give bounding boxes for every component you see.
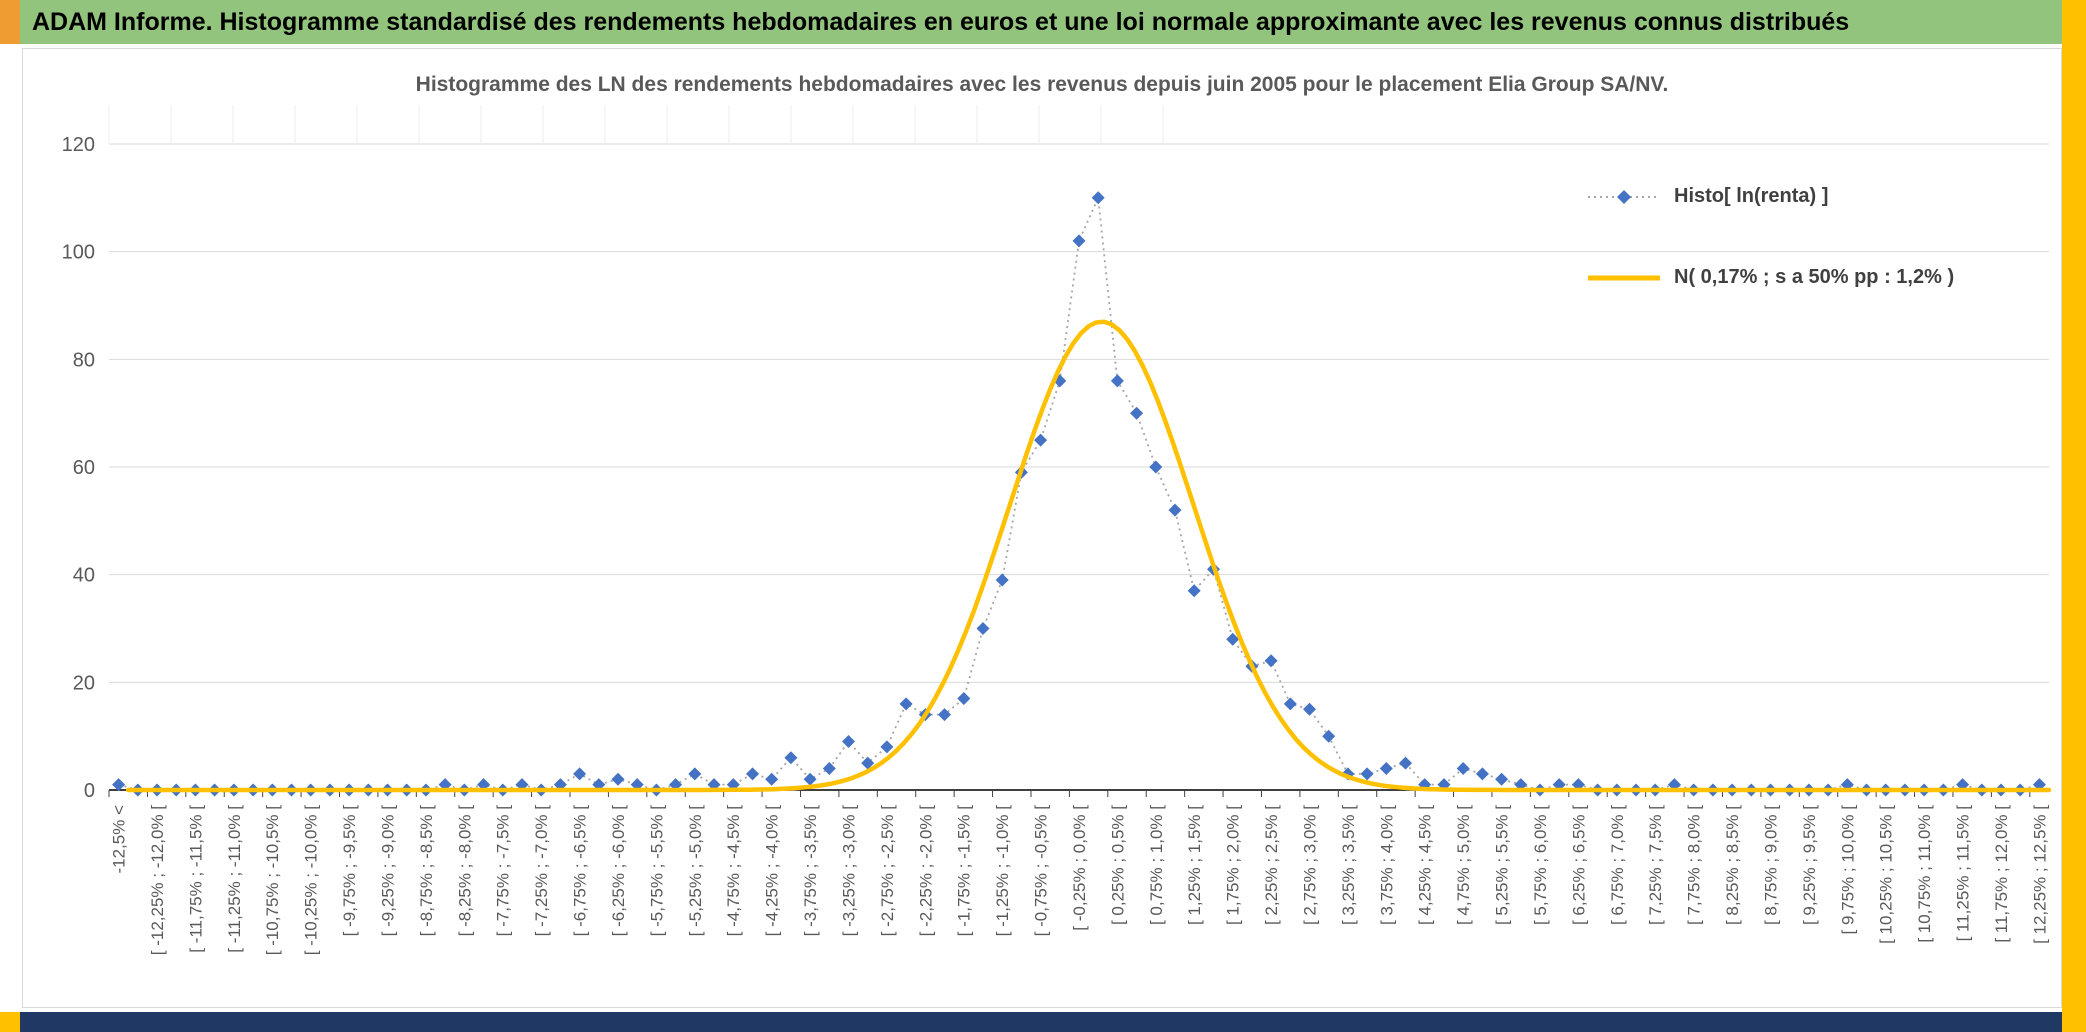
svg-text:[ -10,75% ; -10,5% [: [ -10,75% ; -10,5% [ (263, 805, 282, 956)
svg-text:[ -9,75% ; -9,5% [: [ -9,75% ; -9,5% [ (340, 805, 359, 937)
svg-text:[ -11,75% ; -11,5% [: [ -11,75% ; -11,5% [ (186, 805, 205, 953)
svg-text:[ 10,25% ; 10,5% [: [ 10,25% ; 10,5% [ (1877, 805, 1896, 944)
svg-text:[ 7,75% ; 8,0% [: [ 7,75% ; 8,0% [ (1685, 805, 1704, 925)
svg-text:[ 11,75% ; 12,0% [: [ 11,75% ; 12,0% [ (1992, 805, 2011, 943)
svg-text:100: 100 (62, 242, 95, 264)
svg-text:60: 60 (73, 457, 95, 479)
svg-text:0: 0 (84, 780, 95, 802)
svg-text:[ -4,25% ; -4,0% [: [ -4,25% ; -4,0% [ (763, 805, 782, 937)
legend-swatch-histogram-icon (1588, 189, 1660, 204)
svg-text:[ 4,75% ; 5,0% [: [ 4,75% ; 5,0% [ (1454, 805, 1473, 925)
svg-text:[ -2,25% ; -2,0% [: [ -2,25% ; -2,0% [ (916, 805, 935, 937)
y-axis-labels: 0 20 40 60 80 100 120 (62, 134, 95, 802)
svg-text:[ 5,75% ; 6,0% [: [ 5,75% ; 6,0% [ (1531, 805, 1550, 925)
svg-text:[ 8,75% ; 9,0% [: [ 8,75% ; 9,0% [ (1761, 805, 1780, 925)
svg-text:[ -9,25% ; -9,0% [: [ -9,25% ; -9,0% [ (378, 805, 397, 937)
svg-text:[ 1,25% ; 1,5% [: [ 1,25% ; 1,5% [ (1185, 805, 1204, 925)
legend-label-normal: N( 0,17% ; s a 50% pp : 1,2% ) (1674, 266, 1955, 288)
svg-text:20: 20 (73, 672, 95, 694)
svg-text:[ 9,25% ; 9,5% [: [ 9,25% ; 9,5% [ (1800, 805, 1819, 925)
svg-text:40: 40 (73, 565, 95, 587)
svg-text:[ 3,75% ; 4,0% [: [ 3,75% ; 4,0% [ (1377, 805, 1396, 925)
chart-object[interactable]: Histogramme des LN des rendements hebdom… (22, 48, 2062, 1008)
bottom-accent-row (20, 1012, 2062, 1032)
normal-curve (125, 319, 2052, 793)
report-title: ADAM Informe. Histogramme standardisé de… (32, 7, 1850, 36)
legend-entry-histogram[interactable]: Histo[ ln(renta) ] (1588, 185, 1954, 208)
svg-text:[ 0,25% ; 0,5% [: [ 0,25% ; 0,5% [ (1108, 805, 1127, 925)
svg-text:[ -8,75% ; -8,5% [: [ -8,75% ; -8,5% [ (417, 805, 436, 937)
svg-text:[ -6,25% ; -6,0% [: [ -6,25% ; -6,0% [ (609, 805, 628, 937)
svg-text:[ 5,25% ; 5,5% [: [ 5,25% ; 5,5% [ (1493, 805, 1512, 925)
chart-title: Histogramme des LN des rendements hebdom… (415, 73, 1669, 96)
svg-text:[ -10,25% ; -10,0% [: [ -10,25% ; -10,0% [ (302, 805, 321, 956)
svg-text:[ 10,75% ; 11,0% [: [ 10,75% ; 11,0% [ (1915, 805, 1934, 943)
svg-text:[ -12,25% ; -12,0% [: [ -12,25% ; -12,0% [ (148, 805, 167, 956)
y-gridlines (109, 143, 2049, 683)
svg-text:[ 6,25% ; 6,5% [: [ 6,25% ; 6,5% [ (1569, 805, 1588, 925)
top-left-accent-cell (0, 0, 20, 44)
svg-text:-12,5% <: -12,5% < (110, 805, 129, 874)
svg-text:120: 120 (62, 134, 95, 156)
svg-text:[ -11,25% ; -11,0% [: [ -11,25% ; -11,0% [ (225, 805, 244, 953)
svg-text:[ -0,25% ; 0,0% [: [ -0,25% ; 0,0% [ (1070, 805, 1089, 931)
legend-swatch-normal-icon (1588, 275, 1660, 280)
worksheet-gridlines (108, 105, 1164, 143)
svg-text:[ 1,75% ; 2,0% [: [ 1,75% ; 2,0% [ (1224, 805, 1243, 925)
svg-text:[ 0,75% ; 1,0% [: [ 0,75% ; 1,0% [ (1147, 805, 1166, 925)
svg-text:[ -3,75% ; -3,5% [: [ -3,75% ; -3,5% [ (801, 805, 820, 937)
svg-text:[ -6,75% ; -6,5% [: [ -6,75% ; -6,5% [ (571, 805, 590, 937)
svg-text:[ -7,25% ; -7,0% [: [ -7,25% ; -7,0% [ (532, 805, 551, 937)
svg-text:[ 3,25% ; 3,5% [: [ 3,25% ; 3,5% [ (1339, 805, 1358, 925)
svg-text:[ -8,25% ; -8,0% [: [ -8,25% ; -8,0% [ (455, 805, 474, 937)
svg-text:[ -1,75% ; -1,5% [: [ -1,75% ; -1,5% [ (955, 805, 974, 937)
svg-text:[ -5,25% ; -5,0% [: [ -5,25% ; -5,0% [ (686, 805, 705, 937)
svg-text:[ -1,25% ; -1,0% [: [ -1,25% ; -1,0% [ (993, 805, 1012, 937)
svg-text:[ -4,75% ; -4,5% [: [ -4,75% ; -4,5% [ (724, 805, 743, 937)
svg-text:[ 7,25% ; 7,5% [: [ 7,25% ; 7,5% [ (1646, 805, 1665, 925)
svg-text:[ -5,75% ; -5,5% [: [ -5,75% ; -5,5% [ (647, 805, 666, 937)
legend-entry-normal[interactable]: N( 0,17% ; s a 50% pp : 1,2% ) (1588, 266, 1954, 289)
svg-text:[ 2,25% ; 2,5% [: [ 2,25% ; 2,5% [ (1262, 805, 1281, 925)
svg-text:[ -2,75% ; -2,5% [: [ -2,75% ; -2,5% [ (878, 805, 897, 937)
chart-legend: Histo[ ln(renta) ] N( 0,17% ; s a 50% pp… (1588, 185, 1954, 347)
svg-text:[ 12,25% ; 12,5% [: [ 12,25% ; 12,5% [ (2030, 805, 2049, 944)
svg-text:[ 9,75% ; 10,0% [: [ 9,75% ; 10,0% [ (1838, 805, 1857, 935)
svg-text:[ -7,75% ; -7,5% [: [ -7,75% ; -7,5% [ (494, 805, 513, 937)
svg-text:[ 8,25% ; 8,5% [: [ 8,25% ; 8,5% [ (1723, 805, 1742, 925)
right-accent-column (2062, 0, 2086, 1032)
svg-text:80: 80 (73, 349, 95, 371)
x-axis-labels: -12,5% < [ -12,25% ; -12,0% [ [ -11,75% ; … (110, 805, 2050, 956)
svg-text:[ -3,25% ; -3,0% [: [ -3,25% ; -3,0% [ (839, 805, 858, 937)
svg-text:[ 6,75% ; 7,0% [: [ 6,75% ; 7,0% [ (1608, 805, 1627, 925)
chart-plot-svg: 0 20 40 60 80 100 120 -12,5% < [ -12,25% ; -12,0… (62, 105, 2052, 956)
svg-text:[ 4,25% ; 4,5% [: [ 4,25% ; 4,5% [ (1416, 805, 1435, 925)
bottom-left-accent-cell (0, 1012, 20, 1032)
svg-text:[ -0,75% ; -0,5% [: [ -0,75% ; -0,5% [ (1032, 805, 1051, 937)
svg-text:[ 2,75% ; 3,0% [: [ 2,75% ; 3,0% [ (1300, 805, 1319, 925)
legend-label-histogram: Histo[ ln(renta) ] (1674, 185, 1829, 207)
report-title-banner: ADAM Informe. Histogramme standardisé de… (20, 0, 2062, 44)
svg-text:[ 11,25% ; 11,5% [: [ 11,25% ; 11,5% [ (1954, 805, 1973, 942)
